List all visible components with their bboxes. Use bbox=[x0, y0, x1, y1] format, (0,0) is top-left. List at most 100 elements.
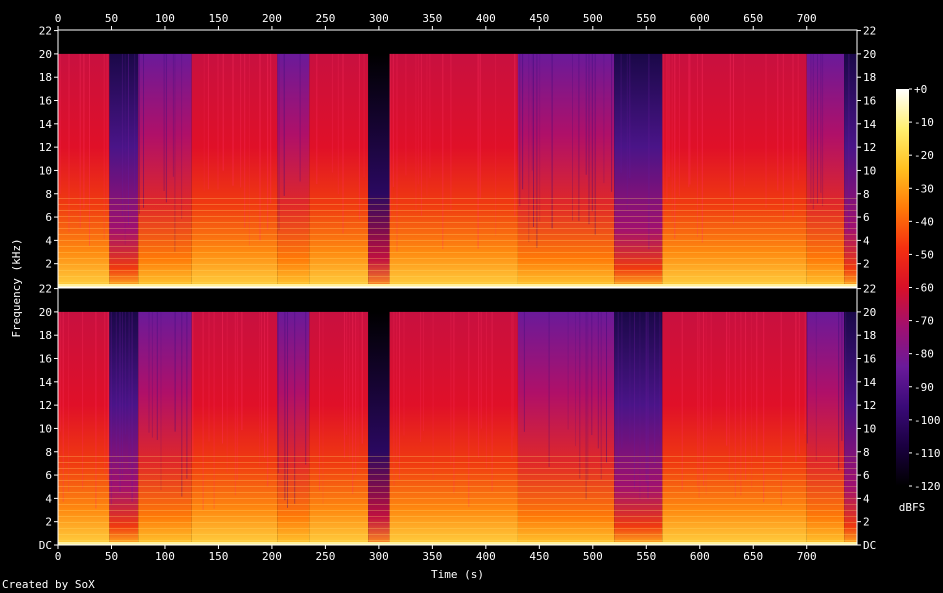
texture-line bbox=[567, 311, 569, 430]
dc-line bbox=[58, 542, 857, 545]
texture-line bbox=[121, 53, 123, 217]
texture-line bbox=[389, 53, 391, 220]
x-tick-label-top: 700 bbox=[797, 12, 817, 25]
texture-line bbox=[528, 53, 530, 243]
y-tick-label-left: 2 bbox=[45, 516, 52, 529]
x-tick-label-top: 650 bbox=[743, 12, 763, 25]
texture-line bbox=[358, 53, 360, 220]
colorbar-tick-label: -40 bbox=[914, 215, 934, 228]
x-tick-label-bottom: 150 bbox=[209, 550, 229, 563]
texture-line bbox=[163, 53, 165, 191]
texture-line bbox=[131, 311, 133, 502]
texture-line bbox=[128, 311, 130, 470]
texture-line bbox=[234, 311, 236, 496]
texture-line bbox=[587, 311, 589, 481]
texture-line bbox=[845, 311, 847, 432]
texture-line bbox=[523, 311, 525, 432]
y-tick-label-left: 20 bbox=[39, 306, 52, 319]
y-tick-label-right: 10 bbox=[863, 164, 876, 177]
colorbar-scale bbox=[896, 89, 909, 486]
y-tick-label-left: 18 bbox=[39, 71, 52, 84]
texture-line bbox=[128, 53, 129, 225]
texture-line bbox=[810, 53, 812, 203]
texture-line bbox=[208, 311, 210, 442]
harmonic-bands bbox=[58, 193, 857, 287]
texture-line bbox=[698, 311, 700, 498]
texture-line bbox=[603, 53, 605, 184]
texture-line bbox=[485, 311, 487, 470]
texture-line bbox=[148, 311, 150, 433]
texture-line bbox=[417, 53, 419, 185]
colorbar-tick-label: -50 bbox=[914, 248, 934, 261]
texture-line bbox=[740, 311, 742, 496]
x-tick-label-bottom: 700 bbox=[797, 550, 817, 563]
texture-line bbox=[277, 311, 279, 474]
texture-line bbox=[68, 53, 70, 233]
colorbar-tick-label: -80 bbox=[914, 348, 934, 361]
y-tick-label-right: 2 bbox=[863, 516, 870, 529]
x-tick-label-bottom: 550 bbox=[636, 550, 656, 563]
texture-line bbox=[468, 311, 470, 507]
colorbar-tick-label: -110 bbox=[914, 447, 941, 460]
texture-line bbox=[83, 53, 85, 209]
texture-line bbox=[248, 53, 250, 246]
texture-line bbox=[792, 53, 794, 218]
texture-line bbox=[812, 53, 814, 210]
texture-line bbox=[186, 311, 188, 479]
x-tick-label-top: 450 bbox=[529, 12, 549, 25]
y-axis-label: Frequency (kHz) bbox=[10, 238, 23, 337]
texture-line bbox=[429, 53, 431, 178]
x-tick-label-top: 550 bbox=[636, 12, 656, 25]
credit-text: Created by SoX bbox=[2, 578, 95, 591]
texture-line bbox=[203, 53, 205, 191]
texture-line bbox=[701, 53, 703, 243]
texture-line bbox=[287, 311, 288, 508]
texture-line bbox=[124, 53, 126, 245]
texture-line bbox=[572, 53, 573, 221]
texture-line bbox=[578, 53, 580, 222]
texture-line bbox=[620, 53, 622, 173]
panel-frame bbox=[57, 287, 858, 546]
texture-line bbox=[174, 53, 176, 252]
colorbar-label: dBFS bbox=[899, 501, 926, 514]
texture-line bbox=[795, 311, 797, 462]
texture-line bbox=[331, 53, 333, 173]
texture-line bbox=[511, 311, 513, 459]
texture-line bbox=[765, 53, 767, 208]
texture-line bbox=[68, 311, 70, 492]
texture-line bbox=[659, 311, 661, 437]
y-tick-label-left: 2 bbox=[45, 258, 52, 271]
texture-line bbox=[647, 311, 649, 499]
texture-line bbox=[363, 53, 365, 177]
texture-line bbox=[259, 311, 261, 467]
colorbar: +0 -10 -20 -30 -40 -50 -60 -70 -80 -90 -100 -110 -12… bbox=[896, 83, 941, 514]
channel-panels bbox=[58, 30, 857, 545]
texture-line bbox=[213, 311, 215, 509]
texture-line bbox=[591, 311, 593, 436]
texture-line bbox=[797, 53, 799, 181]
texture-line bbox=[264, 311, 266, 458]
texture-line bbox=[294, 311, 296, 504]
texture-line bbox=[763, 311, 765, 503]
y-tick-label-left: 22 bbox=[39, 283, 52, 296]
y-tick-label-left: 6 bbox=[45, 211, 52, 224]
texture-line bbox=[232, 53, 234, 186]
x-tick-label-bottom: 200 bbox=[262, 550, 282, 563]
texture-line bbox=[352, 311, 354, 494]
y-tick-label-right: 18 bbox=[863, 329, 876, 342]
texture-line bbox=[551, 53, 553, 229]
x-tick-label-top: 350 bbox=[422, 12, 442, 25]
texture-line bbox=[756, 311, 758, 458]
x-tick-label-bottom: 50 bbox=[105, 550, 118, 563]
texture-line bbox=[226, 311, 228, 473]
texture-line bbox=[745, 311, 747, 480]
texture-line bbox=[420, 53, 422, 216]
texture-line bbox=[697, 311, 699, 488]
texture-line bbox=[585, 311, 587, 500]
x-tick-label-top: 250 bbox=[315, 12, 335, 25]
texture-line bbox=[174, 311, 176, 432]
x-tick-label-bottom: 350 bbox=[422, 550, 442, 563]
texture-line bbox=[172, 53, 174, 177]
texture-line bbox=[316, 53, 318, 184]
x-tick-label-bottom: 300 bbox=[369, 550, 389, 563]
